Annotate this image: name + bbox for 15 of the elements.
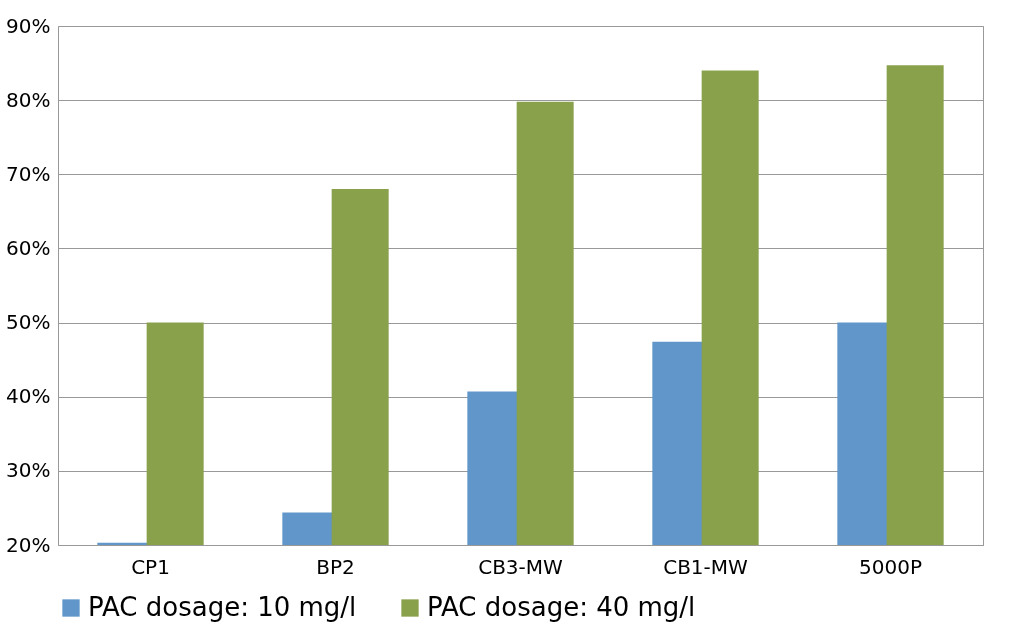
legend-label: PAC dosage: 40 mg/l bbox=[427, 592, 696, 622]
y-tick-label: 90% bbox=[6, 13, 51, 38]
y-tick-label: 70% bbox=[6, 161, 51, 186]
y-tick-label: 30% bbox=[6, 458, 51, 483]
x-tick-label: CB3-MW bbox=[478, 554, 564, 579]
x-tick-label: CP1 bbox=[131, 554, 170, 579]
y-tick-label: 50% bbox=[6, 310, 51, 335]
y-tick-label: 80% bbox=[6, 87, 51, 112]
x-tick-label: CB1-MW bbox=[663, 554, 749, 579]
y-tick-label: 20% bbox=[6, 532, 51, 557]
legend-label: PAC dosage: 10 mg/l bbox=[88, 592, 357, 622]
x-tick-label: BP2 bbox=[316, 554, 355, 579]
y-tick-label: 40% bbox=[6, 384, 51, 409]
x-tick-label: 5000P bbox=[859, 554, 922, 579]
y-tick-label: 60% bbox=[6, 235, 51, 260]
